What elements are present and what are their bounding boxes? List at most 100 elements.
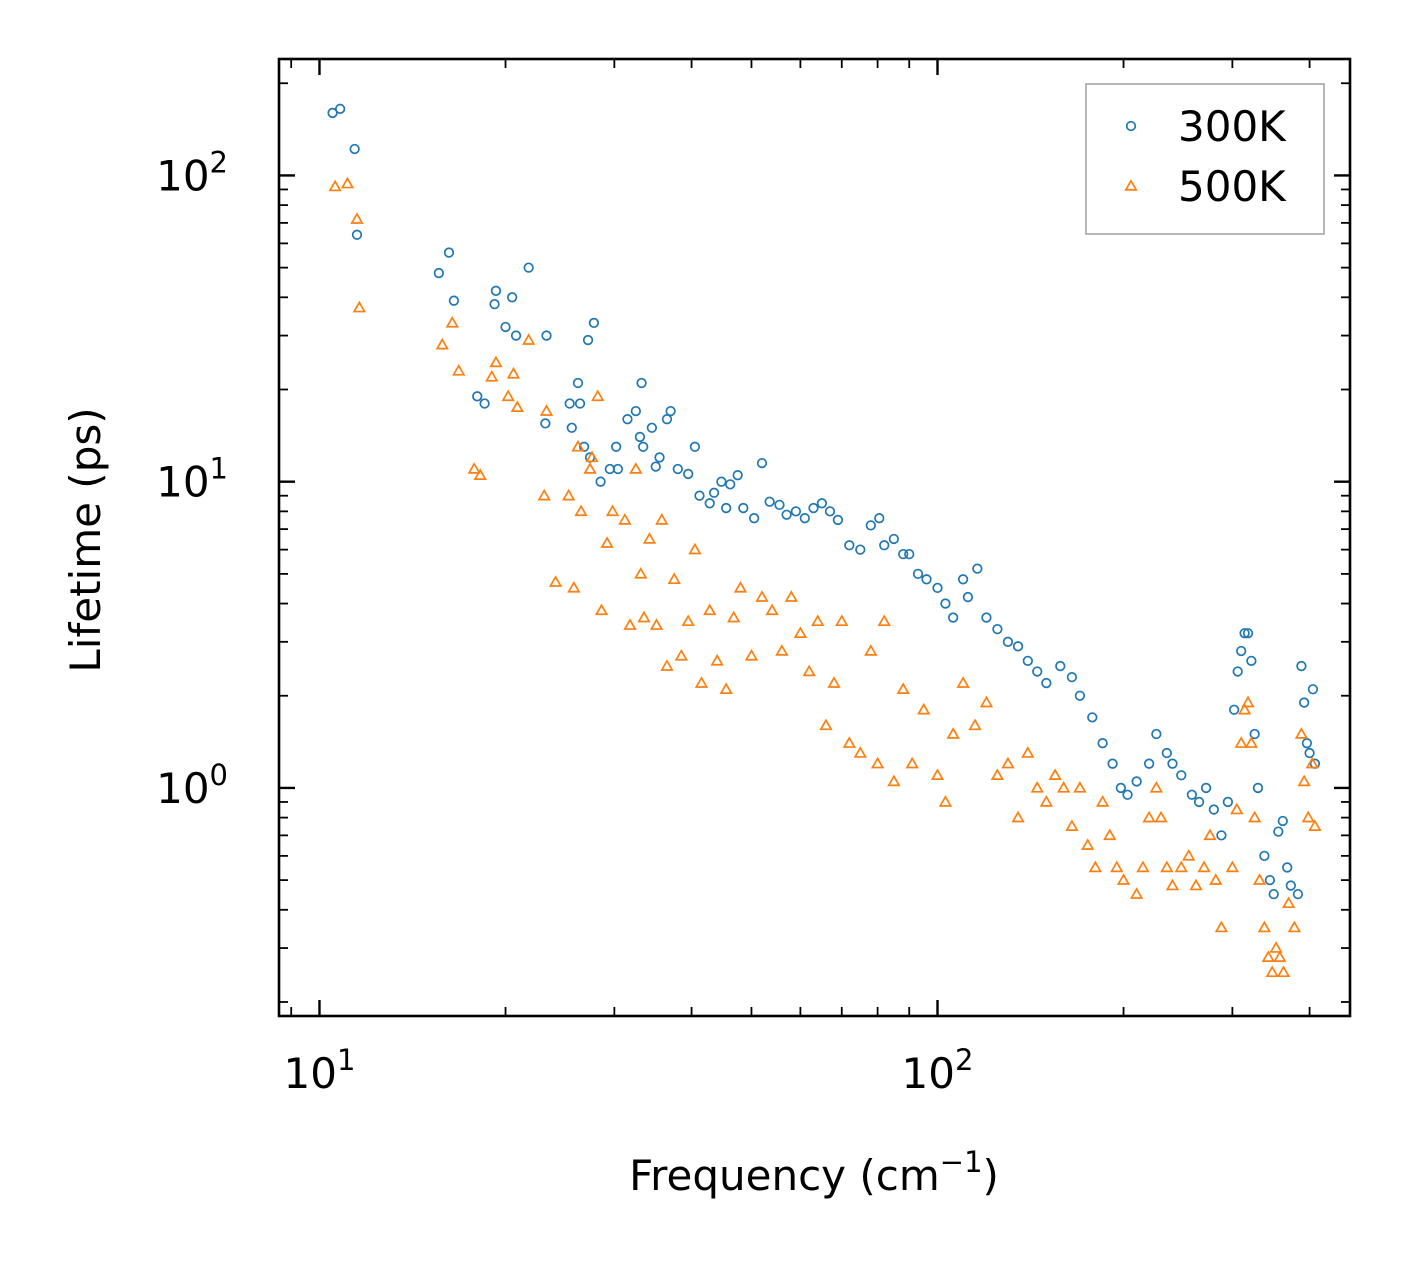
data-point (1246, 655, 1257, 666)
data-point (473, 468, 487, 480)
data-point (1116, 873, 1131, 885)
data-point (1087, 712, 1098, 723)
data-point (1261, 950, 1275, 962)
data-point (1097, 738, 1108, 749)
data-point (595, 476, 606, 487)
data-point (808, 502, 819, 514)
data-point (1296, 660, 1307, 672)
data-point (694, 676, 709, 688)
data-point (674, 648, 688, 661)
data-point (490, 285, 502, 296)
data-point (727, 610, 741, 623)
data-point (650, 461, 661, 472)
data-point (352, 300, 366, 313)
data-point (667, 572, 681, 585)
data-point (1032, 666, 1043, 677)
data-point (1073, 781, 1087, 793)
data-point (1282, 862, 1293, 873)
data-point (433, 267, 444, 279)
data-point (1186, 789, 1198, 800)
data-point (610, 441, 622, 452)
scatter-points (327, 103, 1322, 978)
data-point (467, 462, 481, 474)
data-point (1208, 804, 1220, 815)
data-point (1142, 810, 1156, 823)
data-point (896, 682, 910, 695)
data-point (1136, 860, 1150, 873)
data-point (1222, 796, 1234, 808)
data-point (1074, 690, 1086, 701)
data-point (623, 618, 637, 630)
data-point (842, 736, 856, 748)
data-point (510, 330, 522, 341)
data-point (874, 513, 885, 524)
data-point (548, 575, 563, 587)
data-point (1268, 888, 1279, 900)
data-point (1252, 782, 1264, 794)
data-point (1197, 860, 1211, 873)
data-point (629, 462, 643, 474)
data-point (904, 548, 915, 560)
data-point (1131, 776, 1142, 787)
data-point (720, 502, 732, 514)
data-point (1110, 860, 1124, 873)
data-point (1301, 810, 1315, 823)
data-point (642, 532, 657, 544)
y-axis-label: Lifetime (ps) (61, 407, 110, 672)
data-point (1241, 695, 1255, 708)
data-point (992, 623, 1003, 635)
data-point (930, 768, 945, 781)
data-point (784, 590, 798, 602)
y-tick-label: 101 (156, 452, 228, 507)
data-point (445, 315, 459, 328)
data-point (523, 262, 534, 273)
data-point (594, 603, 609, 616)
data-point (1001, 756, 1015, 769)
data-point (1143, 758, 1155, 769)
data-point (327, 107, 338, 119)
data-point (507, 292, 518, 303)
data-point (864, 644, 878, 656)
data-point (932, 582, 943, 594)
data-point (500, 321, 511, 333)
data-point (1095, 795, 1110, 807)
data-point (1305, 756, 1319, 769)
data-point (1151, 728, 1162, 740)
data-point (583, 462, 597, 474)
data-point (485, 369, 499, 382)
data-point (1249, 728, 1260, 740)
data-point (600, 536, 614, 548)
data-point (956, 676, 970, 688)
data-point (661, 414, 673, 425)
data-point (561, 488, 576, 501)
y-tick-label: 102 (156, 145, 228, 200)
data-point (1088, 860, 1102, 873)
data-point (1273, 950, 1287, 962)
data-point (1174, 860, 1188, 873)
data-point (1081, 838, 1095, 850)
data-point (582, 334, 594, 346)
data-point (844, 540, 855, 551)
data-point (1252, 873, 1267, 885)
data-point (1165, 878, 1180, 891)
data-point (1244, 736, 1259, 748)
data-point (654, 452, 665, 463)
data-point (827, 676, 841, 688)
data-point (506, 366, 521, 379)
data-point (716, 476, 727, 487)
data-point (350, 212, 364, 224)
data-point (1041, 677, 1052, 689)
data-point (660, 659, 674, 671)
data-point (1161, 747, 1172, 759)
data-point (1129, 887, 1144, 899)
data-point (1304, 747, 1315, 759)
data-point (719, 682, 733, 695)
data-point (1294, 727, 1309, 739)
data-point (981, 612, 992, 623)
data-point (681, 614, 695, 627)
data-point (452, 363, 466, 376)
data-point (1154, 810, 1168, 823)
data-point (539, 404, 554, 416)
data-point (649, 618, 664, 630)
